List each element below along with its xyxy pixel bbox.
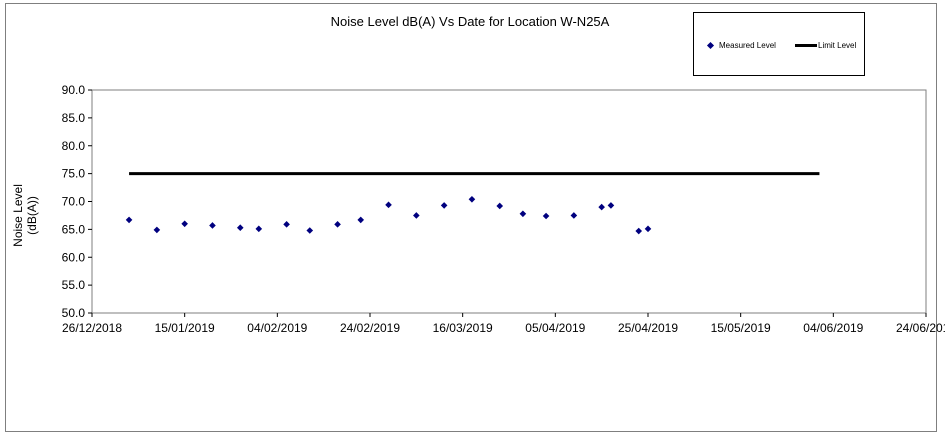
measured-level-point — [209, 222, 216, 229]
x-tick-label: 24/06/2019 — [896, 321, 945, 335]
measured-level-point — [468, 195, 476, 203]
measured-level-point — [181, 220, 188, 228]
measured-level-point — [496, 202, 504, 210]
y-tick-label: 65.0 — [62, 222, 86, 236]
y-tick-label: 90.0 — [62, 83, 86, 97]
y-tick-label: 80.0 — [62, 139, 86, 153]
chart-title: Noise Level dB(A) Vs Date for Location W… — [330, 14, 610, 29]
y-tick-label: 55.0 — [62, 278, 86, 292]
plot-area — [91, 89, 927, 314]
line-marker-icon — [795, 44, 817, 47]
legend: Measured Level Limit Level — [693, 12, 865, 76]
measured-level-point — [236, 224, 244, 232]
y-axis: 50.0 55.0 60.0 65.0 70.0 75.0 80.0 85.0 90.0 — [62, 83, 92, 320]
measured-level-point — [255, 225, 263, 233]
measured-level-point — [635, 227, 643, 235]
x-tick-label: 24/02/2019 — [340, 321, 400, 335]
measured-level-point — [357, 216, 365, 224]
measured-level-point — [413, 212, 420, 219]
legend-label-measured: Measured Level — [719, 41, 776, 50]
y-axis-title-line-2: (dB(A)) — [25, 196, 39, 235]
measured-level-point — [598, 203, 605, 211]
measured-level-point — [440, 202, 448, 209]
x-tick-label: 05/04/2019 — [525, 321, 585, 335]
x-tick-label: 26/12/2018 — [62, 321, 122, 335]
measured-level-point — [153, 226, 161, 234]
y-axis-title-line-1: Noise Level — [11, 184, 25, 247]
legend-label-limit: Limit Level — [818, 41, 857, 50]
measured-level-point — [519, 210, 527, 218]
x-tick-label: 15/05/2019 — [711, 321, 771, 335]
measured-level-point — [125, 216, 133, 224]
y-tick-label: 85.0 — [62, 111, 86, 125]
y-tick-label: 75.0 — [62, 167, 86, 181]
x-tick-label: 04/06/2019 — [803, 321, 863, 335]
measured-level-point — [283, 221, 290, 228]
x-axis: 26/12/2018 15/01/2019 04/02/2019 24/02/2019… — [62, 313, 945, 335]
x-tick-label: 15/01/2019 — [155, 321, 215, 335]
measured-level-point — [385, 201, 392, 209]
x-tick-label: 04/02/2019 — [247, 321, 307, 335]
x-tick-label: 16/03/2019 — [433, 321, 493, 335]
x-tick-label: 25/04/2019 — [618, 321, 678, 335]
y-tick-label: 70.0 — [62, 195, 86, 209]
legend-item-measured: Measured Level — [706, 41, 776, 50]
legend-item-limit: Limit Level — [795, 41, 856, 50]
measured-level-point — [306, 227, 314, 234]
measured-level-point — [334, 221, 341, 228]
measured-level-point — [644, 225, 652, 233]
measured-level-point — [607, 202, 615, 209]
y-tick-label: 60.0 — [62, 250, 86, 264]
series-layer — [125, 172, 820, 235]
measured-level-point — [570, 212, 578, 219]
y-tick-label: 50.0 — [62, 306, 86, 320]
measured-level-point — [542, 212, 550, 220]
